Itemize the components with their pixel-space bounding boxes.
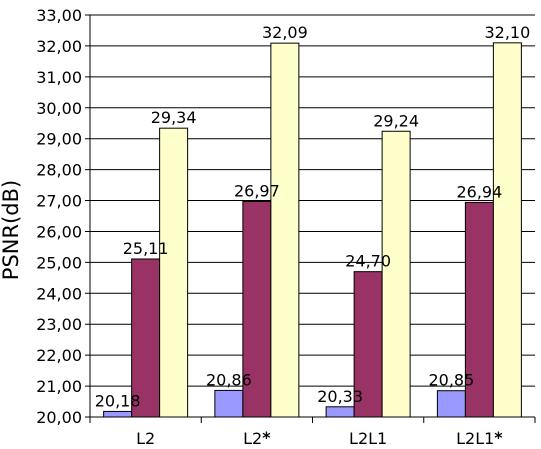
x-tick-labels: L2 L2* L2L1 L2L1* xyxy=(136,428,503,448)
y-tick-label: 26,00 xyxy=(36,222,82,241)
data-label: 20,33 xyxy=(317,387,363,406)
data-label: 32,09 xyxy=(262,23,308,42)
bar-3 xyxy=(492,42,522,418)
y-tick-label: 24,00 xyxy=(36,284,82,303)
y-tick-label: 27,00 xyxy=(36,192,82,211)
bar-2 xyxy=(353,271,383,418)
data-label: 25,11 xyxy=(123,239,169,258)
y-tick-label: 25,00 xyxy=(36,253,82,272)
y-tick-label: 28,00 xyxy=(36,161,82,180)
data-labels: 20,18 25,11 29,34 20,86 26,97 32,09 20,33 24,70… xyxy=(95,23,531,411)
y-tick-label: 32,00 xyxy=(36,37,82,56)
bar-1 xyxy=(214,389,244,418)
x-tick-label: L2L1 xyxy=(349,429,387,448)
y-tick-label: 33,00 xyxy=(36,6,82,25)
y-axis-label: PSNR(dB) xyxy=(0,180,23,280)
bar-3 xyxy=(381,130,411,418)
x-tick-label: L2L1* xyxy=(456,428,503,448)
y-tick-label: 20,00 xyxy=(36,408,82,427)
y-tick-label: 22,00 xyxy=(36,346,82,365)
data-label: 20,86 xyxy=(206,370,252,389)
bar-3 xyxy=(159,127,189,418)
data-label: 20,18 xyxy=(95,391,141,410)
y-tick-label: 31,00 xyxy=(36,68,82,87)
y-tick-labels: 20,00 21,00 22,00 23,00 24,00 25,00 26,00 27,00… xyxy=(36,6,82,427)
bar-3 xyxy=(270,42,300,418)
y-tick-label: 23,00 xyxy=(36,315,82,334)
bar-1 xyxy=(103,410,133,418)
y-tick-label: 21,00 xyxy=(36,377,82,396)
axes xyxy=(89,15,536,423)
data-label: 29,24 xyxy=(373,111,419,130)
data-label: 26,97 xyxy=(234,181,280,200)
data-label: 32,10 xyxy=(484,23,530,42)
data-label: 24,70 xyxy=(345,252,391,271)
bar-1 xyxy=(436,390,466,418)
y-tick-label: 30,00 xyxy=(36,99,82,118)
bars xyxy=(103,42,522,418)
y-tick-label: 29,00 xyxy=(36,130,82,149)
data-label: 20,85 xyxy=(428,371,474,390)
data-label: 29,34 xyxy=(151,108,197,127)
x-tick-label: L2 xyxy=(136,429,155,448)
data-label: 26,94 xyxy=(456,182,502,201)
bar-1 xyxy=(325,406,355,418)
x-tick-label: L2* xyxy=(243,428,271,448)
